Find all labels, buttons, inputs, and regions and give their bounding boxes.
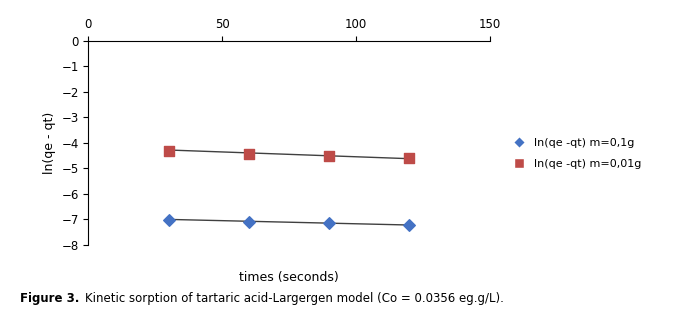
Point bbox=[404, 222, 415, 227]
Text: Figure 3.: Figure 3. bbox=[20, 292, 80, 305]
Legend: ln(qe -qt) m=0,1g, ln(qe -qt) m=0,01g: ln(qe -qt) m=0,1g, ln(qe -qt) m=0,01g bbox=[503, 133, 646, 173]
Y-axis label: ln(qe - qt): ln(qe - qt) bbox=[43, 112, 56, 174]
Point bbox=[243, 151, 254, 156]
Point bbox=[324, 221, 335, 226]
Point bbox=[404, 156, 415, 161]
Point bbox=[324, 154, 335, 159]
Point bbox=[163, 148, 174, 153]
Text: Kinetic sorption of tartaric acid-Largergen model (Co = 0.0356 eg.g/L).: Kinetic sorption of tartaric acid-Larger… bbox=[85, 292, 504, 305]
Point bbox=[163, 217, 174, 222]
Text: times (seconds): times (seconds) bbox=[239, 271, 339, 284]
Point bbox=[243, 219, 254, 225]
